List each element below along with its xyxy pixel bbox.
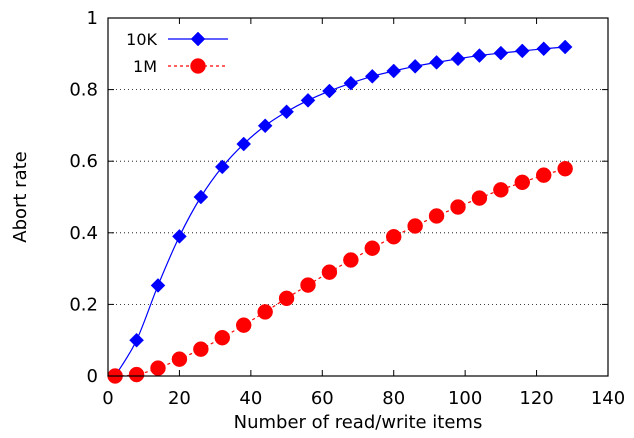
data-point-10k	[150, 278, 166, 293]
data-point-10k	[129, 332, 144, 348]
series-line-1m	[115, 168, 566, 377]
legend-marker-1m	[190, 58, 206, 74]
x-tick-label: 60	[311, 388, 334, 409]
data-point-10k	[214, 159, 230, 175]
series-line-10k	[114, 46, 566, 377]
data-point-1m	[471, 190, 488, 206]
x-tick-label: 0	[102, 388, 113, 409]
legend-label-10k: 10K	[126, 30, 157, 49]
y-tick-label: 1	[87, 8, 98, 29]
x-tick-label: 40	[239, 388, 262, 409]
data-point-10k	[279, 104, 294, 120]
data-point-1m	[300, 277, 316, 293]
gridlines	[108, 89, 608, 305]
x-tick-label: 100	[448, 388, 482, 409]
data-point-1m	[407, 218, 423, 234]
y-axis-title: Abort rate	[10, 151, 31, 243]
x-tick-label: 20	[168, 388, 191, 409]
data-point-1m	[557, 160, 573, 177]
data-point-1m	[257, 304, 273, 320]
data-point-1m	[171, 351, 188, 367]
legend-label-1m: 1M	[133, 57, 157, 76]
data-point-10k	[343, 75, 359, 91]
data-point-1m	[450, 199, 466, 215]
y-tick-label: 0.8	[69, 80, 98, 101]
data-point-1m	[493, 182, 509, 198]
data-point-10k	[472, 48, 487, 63]
data-point-1m	[364, 240, 381, 256]
data-point-1m	[193, 341, 209, 357]
data-point-10k	[450, 51, 466, 67]
data-point-10k	[536, 41, 552, 57]
data-point-1m	[321, 264, 338, 280]
series-layer	[107, 39, 573, 384]
y-tick-label: 0.4	[69, 223, 98, 244]
data-point-10k	[172, 229, 187, 244]
y-tick-label: 0	[87, 366, 98, 387]
x-tick-label: 140	[591, 388, 625, 409]
data-point-1m	[514, 174, 531, 191]
axis-ticks: 0 0.2 0.4 0.6 0.8 1 0 20 40 60 80 100 120 140	[69, 8, 625, 409]
data-point-1m	[385, 228, 402, 245]
data-point-10k	[429, 55, 444, 70]
data-point-10k	[364, 69, 380, 84]
data-point-10k	[193, 189, 209, 205]
data-point-10k	[300, 92, 316, 108]
data-point-1m	[150, 360, 166, 376]
x-tick-label: 80	[382, 388, 405, 409]
series-10k	[107, 39, 573, 384]
y-tick-label: 0.6	[69, 151, 98, 172]
data-point-1m	[278, 290, 295, 307]
data-point-1m	[214, 329, 231, 346]
data-point-10k	[236, 136, 252, 152]
x-axis-title: Number of read/write items	[234, 412, 483, 433]
data-point-1m	[343, 252, 359, 268]
x-tick-label: 120	[519, 388, 553, 409]
series-1m	[107, 160, 573, 384]
data-point-1m	[128, 366, 145, 383]
data-point-1m	[235, 317, 252, 333]
data-point-10k	[257, 118, 273, 134]
data-point-1m	[428, 208, 445, 224]
y-tick-label: 0.2	[69, 294, 98, 315]
data-point-10k	[557, 39, 573, 55]
plot-area-frame	[107, 17, 609, 377]
data-point-10k	[514, 43, 530, 59]
data-point-10k	[493, 45, 509, 61]
data-point-10k	[407, 58, 423, 74]
data-point-1m	[535, 167, 552, 183]
data-point-10k	[322, 83, 337, 99]
legend-marker-10k	[190, 31, 206, 47]
data-point-10k	[386, 63, 402, 79]
